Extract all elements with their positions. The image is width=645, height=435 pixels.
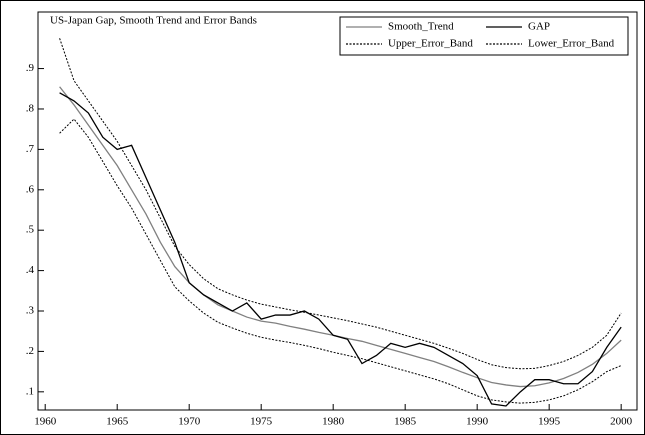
series-line: [59, 38, 622, 370]
x-tick-label: 1980: [322, 416, 345, 428]
x-tick-label: 1995: [538, 416, 561, 428]
chart-title: US-Japan Gap, Smooth Trend and Error Ban…: [50, 15, 257, 27]
x-tick-label: 1965: [106, 416, 129, 428]
legend-label: Smooth_Trend: [388, 21, 454, 33]
y-tick-label: .8: [26, 103, 35, 115]
y-tick-label: .1: [26, 385, 34, 397]
y-tick-label: .5: [26, 224, 35, 236]
y-tick-label: .4: [26, 264, 35, 276]
y-tick-label: .6: [26, 183, 35, 195]
legend-label: GAP: [528, 21, 550, 33]
x-tick-label: 1970: [178, 416, 201, 428]
y-tick-label: .3: [26, 305, 35, 317]
legend-label: Lower_Error_Band: [528, 38, 615, 50]
y-tick-label: .9: [26, 62, 35, 74]
x-tick-label: 1960: [34, 416, 57, 428]
plot-frame: [37, 11, 638, 411]
y-tick-label: .7: [26, 143, 35, 155]
x-tick-label: 1985: [394, 416, 417, 428]
x-tick-label: 2000: [610, 416, 633, 428]
series-line: [59, 118, 622, 404]
y-tick-label: .2: [26, 345, 34, 357]
legend-box: [339, 16, 629, 56]
series-line: [59, 92, 622, 407]
x-tick-label: 1990: [466, 416, 489, 428]
legend-label: Upper_Error_Band: [388, 38, 473, 50]
x-tick-label: 1975: [250, 416, 273, 428]
